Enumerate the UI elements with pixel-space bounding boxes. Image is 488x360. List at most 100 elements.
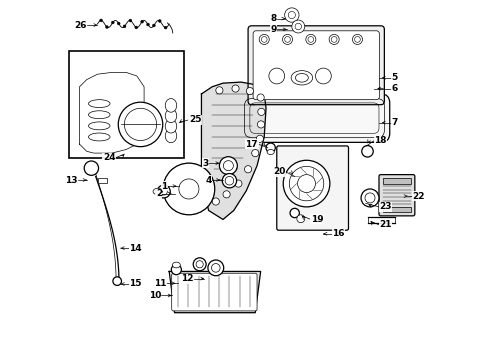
Circle shape: [84, 161, 99, 175]
Circle shape: [305, 35, 315, 44]
Ellipse shape: [88, 100, 110, 108]
Circle shape: [100, 19, 102, 22]
Text: 18: 18: [373, 136, 386, 145]
Text: 11: 11: [154, 279, 166, 288]
Circle shape: [284, 8, 298, 22]
Bar: [155, 189, 160, 194]
Text: 23: 23: [378, 202, 391, 211]
Text: 20: 20: [272, 167, 285, 176]
Circle shape: [212, 198, 219, 205]
Circle shape: [257, 121, 264, 128]
Circle shape: [135, 26, 138, 29]
Circle shape: [215, 87, 223, 94]
Text: 4: 4: [204, 176, 211, 185]
FancyBboxPatch shape: [171, 273, 257, 311]
Ellipse shape: [266, 149, 274, 154]
Circle shape: [256, 135, 263, 142]
Circle shape: [231, 85, 239, 92]
Text: 22: 22: [411, 192, 424, 201]
Circle shape: [163, 163, 214, 215]
Circle shape: [307, 37, 313, 42]
Circle shape: [123, 25, 126, 28]
Text: 25: 25: [188, 115, 201, 124]
Text: 15: 15: [129, 279, 141, 288]
Polygon shape: [201, 82, 265, 220]
Circle shape: [246, 87, 253, 95]
Circle shape: [176, 176, 202, 202]
Circle shape: [157, 185, 170, 198]
Circle shape: [207, 260, 223, 276]
Text: 2: 2: [156, 189, 162, 198]
Circle shape: [124, 108, 156, 140]
Circle shape: [223, 161, 233, 171]
Text: 17: 17: [245, 140, 258, 149]
Circle shape: [113, 277, 121, 285]
Circle shape: [173, 174, 204, 204]
Ellipse shape: [172, 262, 180, 268]
Text: 13: 13: [65, 176, 78, 185]
Text: 3: 3: [202, 159, 208, 168]
Circle shape: [234, 180, 242, 187]
Circle shape: [361, 145, 372, 157]
Circle shape: [196, 261, 203, 268]
Circle shape: [261, 37, 266, 42]
Circle shape: [360, 189, 378, 207]
Ellipse shape: [165, 129, 176, 143]
Circle shape: [328, 35, 339, 44]
Circle shape: [283, 160, 329, 207]
Circle shape: [129, 19, 132, 22]
Circle shape: [152, 24, 155, 27]
Circle shape: [165, 166, 212, 212]
Circle shape: [330, 37, 336, 42]
Circle shape: [164, 26, 167, 29]
FancyBboxPatch shape: [247, 26, 384, 105]
Circle shape: [315, 68, 330, 84]
Text: 5: 5: [391, 73, 397, 82]
Bar: [382, 207, 410, 212]
Circle shape: [268, 68, 284, 84]
Bar: [382, 178, 410, 184]
Circle shape: [289, 208, 299, 218]
Circle shape: [296, 215, 304, 223]
Circle shape: [105, 26, 108, 28]
Ellipse shape: [153, 188, 162, 195]
FancyBboxPatch shape: [239, 94, 389, 142]
Ellipse shape: [165, 99, 176, 112]
Text: 8: 8: [270, 14, 276, 23]
Circle shape: [265, 143, 275, 152]
Circle shape: [259, 35, 269, 44]
Circle shape: [118, 102, 163, 147]
Bar: [69, 51, 183, 158]
Text: 1: 1: [161, 181, 167, 190]
Circle shape: [163, 163, 214, 215]
Circle shape: [146, 23, 149, 26]
Ellipse shape: [295, 73, 308, 82]
Bar: [98, 178, 107, 183]
Circle shape: [117, 22, 120, 25]
Circle shape: [287, 12, 295, 19]
Circle shape: [364, 193, 374, 203]
Text: 24: 24: [102, 153, 115, 162]
Circle shape: [224, 176, 233, 185]
Circle shape: [158, 19, 161, 22]
Ellipse shape: [165, 109, 176, 123]
Text: 9: 9: [270, 25, 276, 34]
FancyBboxPatch shape: [276, 146, 348, 230]
Ellipse shape: [290, 71, 312, 85]
Circle shape: [354, 37, 360, 42]
FancyBboxPatch shape: [378, 175, 414, 216]
Circle shape: [141, 20, 143, 23]
Text: 10: 10: [148, 291, 161, 300]
Circle shape: [179, 179, 199, 199]
Circle shape: [257, 94, 264, 101]
Text: 6: 6: [391, 84, 397, 93]
Circle shape: [170, 171, 206, 207]
Circle shape: [294, 23, 301, 30]
Ellipse shape: [88, 111, 110, 119]
Text: 7: 7: [391, 118, 397, 127]
Circle shape: [168, 168, 209, 210]
Circle shape: [223, 191, 230, 198]
Circle shape: [244, 166, 251, 173]
Circle shape: [297, 175, 315, 193]
Circle shape: [352, 35, 362, 44]
